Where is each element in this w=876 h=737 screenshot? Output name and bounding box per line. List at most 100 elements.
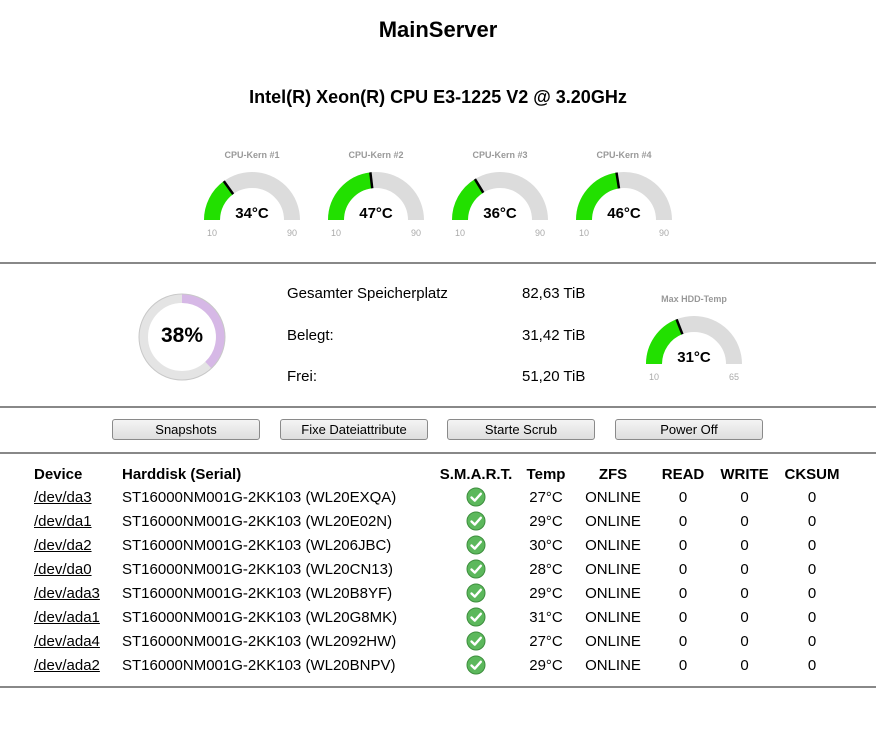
gauge-value: 34°C — [235, 205, 269, 222]
gauge-max: 90 — [286, 228, 297, 238]
cksum-errors-cell: 0 — [807, 656, 817, 674]
device-link[interactable]: /dev/ada4 — [34, 632, 100, 650]
read-errors-cell: 0 — [678, 656, 688, 674]
cksum-errors-cell: 0 — [807, 632, 817, 650]
device-link[interactable]: /dev/da0 — [34, 560, 92, 578]
temp-cell: 29°C — [529, 584, 563, 602]
write-errors-cell: 0 — [740, 536, 749, 554]
device-link[interactable]: /dev/da2 — [34, 536, 92, 554]
storage-free-label: Frei: — [287, 368, 317, 385]
zfs-state-cell: ONLINE — [585, 656, 641, 674]
harddisk-cell: ST16000NM001G-2KK103 (WL20B8YF) — [122, 584, 393, 602]
column-header-zfs: ZFS — [598, 466, 628, 483]
device-cell: /dev/ada4 — [30, 629, 122, 653]
table-row: /dev/da3 ST16000NM001G-2KK103 (WL20EXQA) 2… — [30, 485, 848, 509]
cksum-errors-cell: 0 — [807, 584, 817, 602]
power-off-button[interactable]: Power Off — [615, 419, 763, 440]
cpu-gauge-1: CPU-Kern #1 34°C 10 90 — [197, 150, 307, 240]
gauge-min: 10 — [579, 228, 590, 238]
table-row: /dev/ada4 ST16000NM001G-2KK103 (WL2092HW)… — [30, 629, 848, 653]
smart-cell — [433, 557, 519, 581]
table-row: /dev/da0 ST16000NM001G-2KK103 (WL20CN13) 2… — [30, 557, 848, 581]
gauge-needle — [222, 180, 235, 195]
read-errors-cell: 0 — [678, 536, 688, 554]
fix-file-attributes-button[interactable]: Fixe Dateiattribute — [280, 419, 428, 440]
gauge-min: 10 — [649, 372, 660, 382]
cpu-gauge-4: CPU-Kern #4 46°C 10 90 — [569, 150, 679, 240]
device-link[interactable]: /dev/ada2 — [34, 656, 100, 674]
gauge-max: 65 — [728, 372, 739, 382]
read-errors-cell: 0 — [678, 632, 688, 650]
smart-ok-icon — [466, 487, 486, 507]
zfs-state-cell: ONLINE — [585, 584, 641, 602]
gauge-value: 46°C — [607, 205, 641, 222]
device-link[interactable]: /dev/ada1 — [34, 608, 100, 626]
table-row: /dev/da2 ST16000NM001G-2KK103 (WL206JBC) 3… — [30, 533, 848, 557]
device-cell: /dev/ada3 — [30, 581, 122, 605]
column-header-harddisk: Harddisk (Serial) — [122, 466, 242, 483]
write-errors-cell: 0 — [740, 656, 749, 674]
zfs-state-cell: ONLINE — [585, 632, 641, 650]
table-row: /dev/ada2 ST16000NM001G-2KK103 (WL20BNPV)… — [30, 653, 848, 677]
gauge-value: 31°C — [677, 349, 711, 366]
gauge-label: Max HDD-Temp — [661, 294, 727, 304]
start-scrub-button[interactable]: Starte Scrub — [447, 419, 595, 440]
temp-cell: 27°C — [529, 632, 563, 650]
gauge-fill — [204, 181, 234, 221]
gauge-label: CPU-Kern #4 — [596, 150, 652, 160]
smart-cell — [433, 533, 519, 557]
gauge-value: 47°C — [359, 205, 393, 222]
donut-used-segment — [181, 294, 225, 369]
temp-cell: 29°C — [529, 656, 563, 674]
read-errors-cell: 0 — [678, 584, 688, 602]
gauge-needle — [615, 172, 621, 189]
temp-cell: 29°C — [529, 512, 563, 530]
device-link[interactable]: /dev/ada3 — [34, 584, 100, 602]
zfs-state-cell: ONLINE — [585, 560, 641, 578]
cpu-gauge-2: CPU-Kern #2 47°C 10 90 — [321, 150, 431, 240]
device-link[interactable]: /dev/da1 — [34, 512, 92, 530]
table-row: /dev/ada3 ST16000NM001G-2KK103 (WL20B8YF)… — [30, 581, 848, 605]
temp-cell: 28°C — [529, 560, 563, 578]
read-errors-cell: 0 — [678, 488, 688, 506]
write-errors-cell: 0 — [740, 488, 749, 506]
table-row: /dev/ada1 ST16000NM001G-2KK103 (WL20G8MK)… — [30, 605, 848, 629]
gauge-dial — [328, 172, 424, 221]
gauge-max: 90 — [410, 228, 421, 238]
zfs-state-cell: ONLINE — [585, 608, 641, 626]
gauge-needle — [369, 172, 374, 189]
donut-outline — [138, 293, 226, 381]
write-errors-cell: 0 — [740, 512, 749, 530]
column-header-write: WRITE — [720, 466, 769, 483]
gauge-min: 10 — [455, 228, 466, 238]
gauge-dial — [204, 172, 300, 221]
read-errors-cell: 0 — [678, 608, 688, 626]
device-cell: /dev/da1 — [30, 509, 122, 533]
gauge-dial — [646, 316, 742, 365]
divider — [0, 452, 876, 454]
zfs-state-cell: ONLINE — [585, 536, 641, 554]
device-cell: /dev/ada1 — [30, 605, 122, 629]
column-header-read: READ — [661, 466, 705, 483]
temp-cell: 30°C — [529, 536, 563, 554]
gauge-needle — [473, 178, 485, 194]
hdd-temp-gauge: Max HDD-Temp 31°C 10 65 — [639, 294, 749, 384]
gauge-max: 90 — [534, 228, 545, 238]
smart-cell — [433, 605, 519, 629]
gauge-fill — [452, 179, 484, 221]
write-errors-cell: 0 — [740, 608, 749, 626]
device-cell: /dev/da2 — [30, 533, 122, 557]
divider — [0, 262, 876, 264]
read-errors-cell: 0 — [678, 560, 688, 578]
snapshots-button[interactable]: Snapshots — [112, 419, 260, 440]
gauge-value: 36°C — [483, 205, 517, 222]
table-row: /dev/da1 ST16000NM001G-2KK103 (WL20E02N) 2… — [30, 509, 848, 533]
device-cell: /dev/da3 — [30, 485, 122, 509]
storage-total-value: 82,63 TiB — [522, 285, 586, 302]
smart-ok-icon — [466, 631, 486, 651]
temp-cell: 31°C — [529, 608, 563, 626]
smart-cell — [433, 629, 519, 653]
cksum-errors-cell: 0 — [807, 488, 817, 506]
device-link[interactable]: /dev/da3 — [34, 488, 92, 506]
smart-ok-icon — [466, 559, 486, 579]
